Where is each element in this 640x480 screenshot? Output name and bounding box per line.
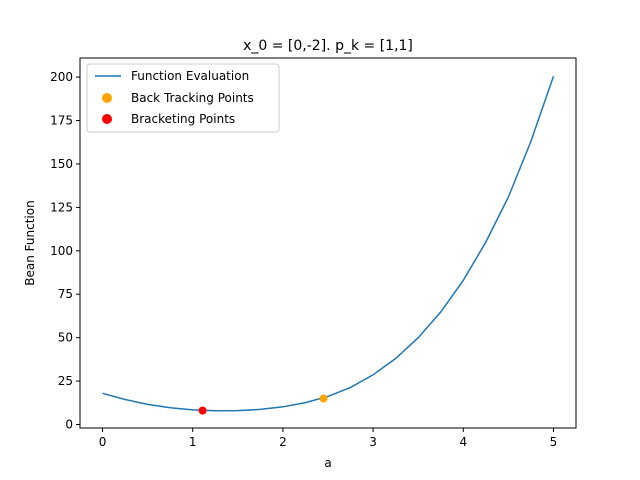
x-tick-label: 3 — [369, 435, 377, 449]
legend-box — [86, 63, 280, 133]
legend-marker-back-tracking — [102, 93, 112, 103]
bracketing-point — [198, 406, 207, 415]
x-tick-label: 5 — [550, 435, 558, 449]
legend: Function Evaluation Back Tracking Points… — [86, 63, 280, 133]
x-axis-ticks: 0 1 2 3 4 5 — [99, 428, 558, 449]
legend-label-back-tracking-points: Back Tracking Points — [131, 91, 254, 105]
x-tick-label: 0 — [99, 435, 107, 449]
y-tick-label: 200 — [50, 70, 73, 84]
y-tick-label: 75 — [58, 287, 73, 301]
y-tick-label: 175 — [50, 114, 73, 128]
back-tracking-point — [319, 394, 328, 403]
y-tick-label: 125 — [50, 200, 73, 214]
legend-label-function-evaluation: Function Evaluation — [131, 69, 249, 83]
legend-marker-bracketing — [102, 114, 112, 124]
x-axis-label: a — [324, 456, 331, 470]
x-tick-label: 2 — [279, 435, 287, 449]
chart-title: x_0 = [0,-2]. p_k = [1,1] — [243, 38, 413, 54]
y-axis-label: Bean Function — [23, 200, 37, 285]
x-tick-label: 1 — [189, 435, 197, 449]
y-tick-label: 100 — [50, 244, 73, 258]
y-tick-label: 50 — [58, 331, 73, 345]
axes-frame — [79, 57, 577, 429]
y-tick-label: 25 — [58, 374, 73, 388]
y-axis-ticks: 0 25 50 75 100 125 150 175 200 — [50, 70, 80, 432]
y-tick-label: 0 — [65, 418, 73, 432]
plot-area — [102, 75, 555, 415]
legend-label-bracketing-points: Bracketing Points — [131, 112, 235, 126]
series-line-function-evaluation — [102, 75, 555, 412]
y-tick-label: 150 — [50, 157, 73, 171]
x-tick-label: 4 — [459, 435, 467, 449]
